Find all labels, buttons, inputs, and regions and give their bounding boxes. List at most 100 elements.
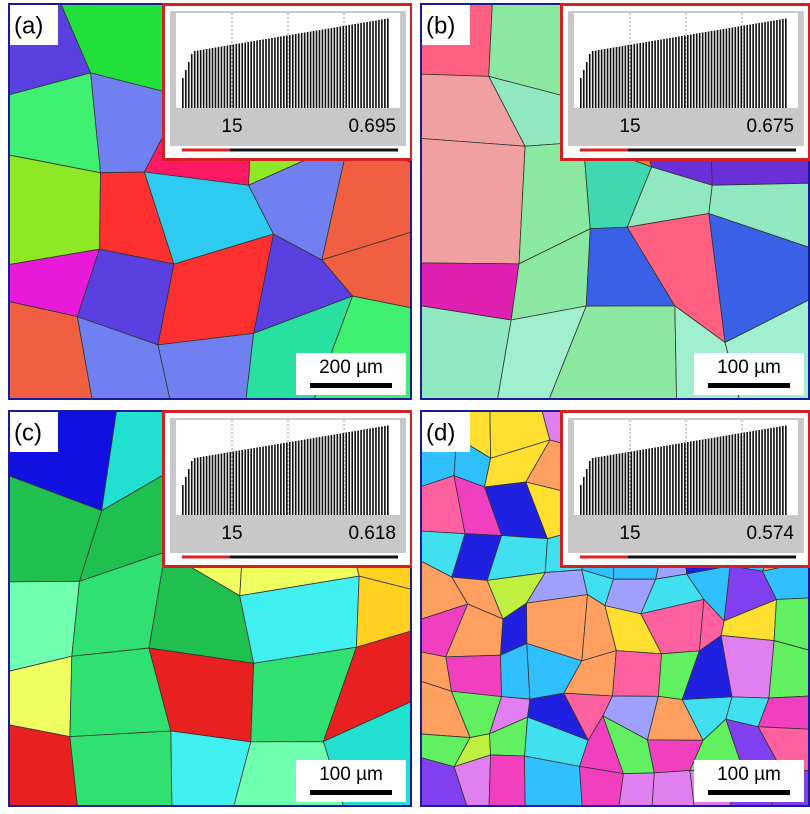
inset-bar <box>339 434 341 516</box>
inset-bar <box>182 485 184 515</box>
inset-bar <box>633 451 635 515</box>
inset-bar <box>337 434 339 515</box>
inset-bar <box>218 454 220 515</box>
inset-bar <box>387 426 389 516</box>
grain <box>489 755 525 807</box>
inset-bar <box>262 447 264 516</box>
inset-bar <box>717 437 719 515</box>
inset-bar <box>660 447 662 516</box>
scale-bar <box>708 383 790 388</box>
inset-bar <box>286 36 288 109</box>
inset-bar <box>212 48 214 108</box>
inset-bar <box>262 40 264 109</box>
inset-bar <box>230 45 232 108</box>
inset-bar <box>298 441 300 516</box>
inset-bar <box>322 30 324 109</box>
inset-bar <box>714 31 716 109</box>
inset-bar <box>755 431 757 516</box>
inset-bar <box>604 49 606 108</box>
inset-bar <box>645 42 647 108</box>
inset-bar <box>378 20 380 108</box>
inset-bar <box>230 452 232 515</box>
inset-bar <box>619 454 621 516</box>
inset-bar <box>325 29 327 108</box>
inset-bar <box>693 441 695 515</box>
inset-bar <box>729 28 731 108</box>
inset-bar <box>711 31 713 108</box>
inset-bar <box>740 26 742 108</box>
inset-bar <box>726 29 728 109</box>
inset-bar <box>274 445 276 516</box>
inset-bar <box>708 439 710 516</box>
inset-bar <box>773 428 775 516</box>
inset-bar <box>363 430 365 516</box>
inset-bar <box>265 39 267 108</box>
inset-bar <box>720 30 722 109</box>
inset-right-label: 0.618 <box>348 523 396 544</box>
inset-bar <box>714 438 716 516</box>
inset-bar <box>666 446 668 516</box>
inset-bar <box>592 51 594 108</box>
inset-bar <box>280 37 282 109</box>
inset-bar <box>782 19 784 108</box>
inset-bar <box>203 50 205 109</box>
inset-bar <box>348 25 350 108</box>
inset-bar <box>654 41 656 109</box>
inset-bar <box>663 446 665 515</box>
inset-bar <box>737 434 739 516</box>
inset-bar <box>746 25 748 108</box>
inset-bar <box>375 21 377 109</box>
inset-bar <box>241 43 243 108</box>
inset-bar <box>779 427 781 516</box>
inset-bar <box>740 433 742 515</box>
inset-bar <box>197 458 199 516</box>
inset-bar <box>595 51 597 109</box>
inset-bar <box>209 49 211 109</box>
inset-bar <box>283 36 285 108</box>
inset-bar <box>699 33 701 108</box>
inset-bar <box>660 40 662 109</box>
inset-bar <box>238 451 240 516</box>
inset-right-label: 0.574 <box>746 523 794 544</box>
inset-bar <box>586 62 588 108</box>
inset-left-label: 15 <box>619 523 640 544</box>
inset-bar <box>583 477 585 515</box>
inset-bar <box>197 51 199 109</box>
inset-bar <box>735 27 737 108</box>
inset-bar <box>672 445 674 516</box>
inset-bar <box>244 450 246 516</box>
inset-bar <box>607 456 609 516</box>
inset-bar <box>224 46 226 108</box>
inset-bar <box>625 453 627 516</box>
inset-bar <box>304 33 306 109</box>
inset-bar <box>381 427 383 516</box>
inset-bar <box>271 445 273 515</box>
inset-bar <box>319 30 321 108</box>
inset-bar <box>631 452 633 516</box>
inset-bar <box>613 455 615 516</box>
inset-bar <box>316 31 318 109</box>
inset-bar <box>247 449 249 515</box>
inset-bar <box>233 452 235 516</box>
inset-bar <box>657 447 659 515</box>
inset-bar <box>636 44 638 109</box>
scale-bar <box>708 790 790 795</box>
inset-bar <box>678 444 680 516</box>
inset-bar <box>589 54 591 108</box>
inset-bar <box>639 43 641 108</box>
inset-bar <box>218 47 220 108</box>
inset-bar <box>607 49 609 109</box>
inset-bar <box>758 23 760 108</box>
inset-bar <box>253 448 255 515</box>
inset-bar <box>351 25 353 109</box>
inset-bar <box>729 435 731 515</box>
inset-bar <box>253 41 255 108</box>
inset-bar <box>215 455 217 516</box>
inset-bar <box>708 32 710 109</box>
inset-bar <box>209 456 211 516</box>
inset-bar <box>372 428 374 515</box>
inset-bar <box>372 21 374 108</box>
